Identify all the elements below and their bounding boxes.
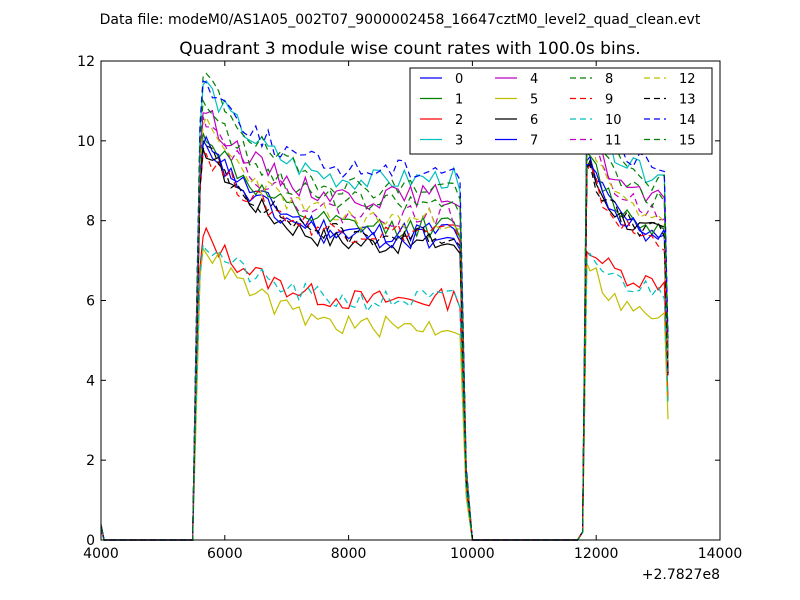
series-line-1 [100,132,669,541]
series-line-13 [100,145,669,541]
x-offset-label: +2.7827e8 [642,567,720,583]
x-tick-label: 6000 [207,546,243,562]
y-tick-label: 2 [86,453,95,469]
legend-label-9: 9 [605,93,613,108]
legend-label-7: 7 [530,134,538,149]
series-line-5 [100,246,669,541]
legend-label-6: 6 [530,113,538,128]
legend-label-11: 11 [605,134,622,149]
legend-label-8: 8 [605,72,613,87]
chart-title: Quadrant 3 module wise count rates with … [179,39,640,59]
x-tick-label: 12000 [574,546,619,562]
series-line-10 [100,242,669,541]
x-tick-label: 14000 [698,546,743,562]
legend-label-2: 2 [455,113,463,128]
legend-label-14: 14 [679,113,696,128]
x-tick-label: 4000 [83,546,119,562]
legend-label-13: 13 [679,93,696,108]
x-tick-label: 10000 [450,546,495,562]
legend-label-4: 4 [530,72,538,87]
series-line-7 [100,135,669,541]
legend-label-5: 5 [530,93,538,108]
series-line-15 [100,98,669,541]
figure-suptitle: Data file: modeM0/AS1A05_002T07_90000024… [100,12,701,28]
y-tick-label: 6 [86,294,95,310]
legend-label-3: 3 [455,134,463,149]
legend-label-10: 10 [605,113,622,128]
y-tick-label: 12 [77,54,95,70]
y-tick-label: 10 [77,134,95,150]
legend-frame [409,67,713,155]
y-tick-label: 0 [86,533,95,549]
series-line-0 [100,139,669,541]
legend-label-0: 0 [455,72,463,87]
y-tick-label: 8 [86,214,95,230]
y-tick-label: 4 [86,373,95,389]
legend-label-12: 12 [679,72,696,87]
x-tick-label: 8000 [331,546,367,562]
legend-label-15: 15 [679,134,696,149]
legend-label-1: 1 [455,93,463,108]
